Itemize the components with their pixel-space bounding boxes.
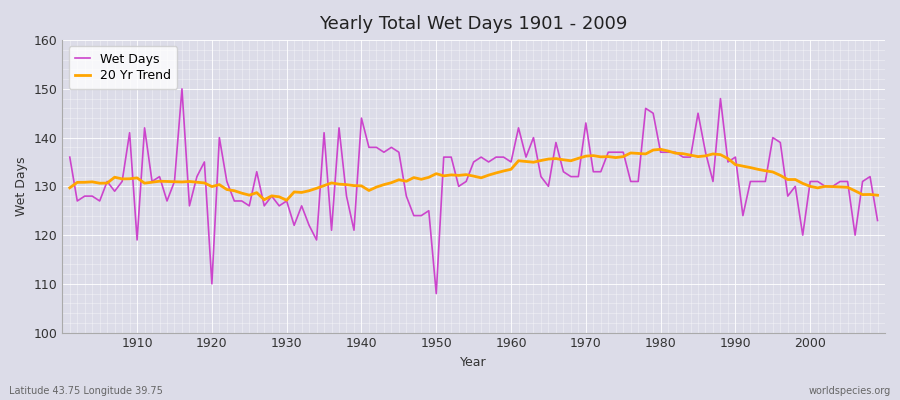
20 Yr Trend bbox=[65, 186, 76, 190]
20 Yr Trend bbox=[282, 198, 292, 203]
Text: Latitude 43.75 Longitude 39.75: Latitude 43.75 Longitude 39.75 bbox=[9, 386, 163, 396]
Wet Days bbox=[872, 218, 883, 223]
Wet Days bbox=[341, 194, 352, 198]
Wet Days bbox=[520, 155, 531, 160]
20 Yr Trend bbox=[296, 190, 307, 195]
Text: worldspecies.org: worldspecies.org bbox=[809, 386, 891, 396]
Wet Days bbox=[176, 86, 187, 91]
20 Yr Trend bbox=[513, 158, 524, 163]
Line: Wet Days: Wet Days bbox=[70, 89, 878, 294]
Line: 20 Yr Trend: 20 Yr Trend bbox=[70, 149, 878, 200]
Wet Days bbox=[124, 130, 135, 135]
Wet Days bbox=[296, 204, 307, 208]
20 Yr Trend bbox=[506, 167, 517, 172]
Wet Days bbox=[65, 155, 76, 160]
20 Yr Trend bbox=[655, 147, 666, 152]
Wet Days bbox=[513, 126, 524, 130]
20 Yr Trend bbox=[124, 176, 135, 181]
Wet Days bbox=[610, 150, 621, 155]
20 Yr Trend bbox=[603, 154, 614, 159]
20 Yr Trend bbox=[872, 193, 883, 198]
Title: Yearly Total Wet Days 1901 - 2009: Yearly Total Wet Days 1901 - 2009 bbox=[320, 15, 628, 33]
X-axis label: Year: Year bbox=[460, 356, 487, 369]
Legend: Wet Days, 20 Yr Trend: Wet Days, 20 Yr Trend bbox=[68, 46, 177, 89]
20 Yr Trend bbox=[341, 182, 352, 187]
Y-axis label: Wet Days: Wet Days bbox=[15, 156, 28, 216]
Wet Days bbox=[431, 291, 442, 296]
